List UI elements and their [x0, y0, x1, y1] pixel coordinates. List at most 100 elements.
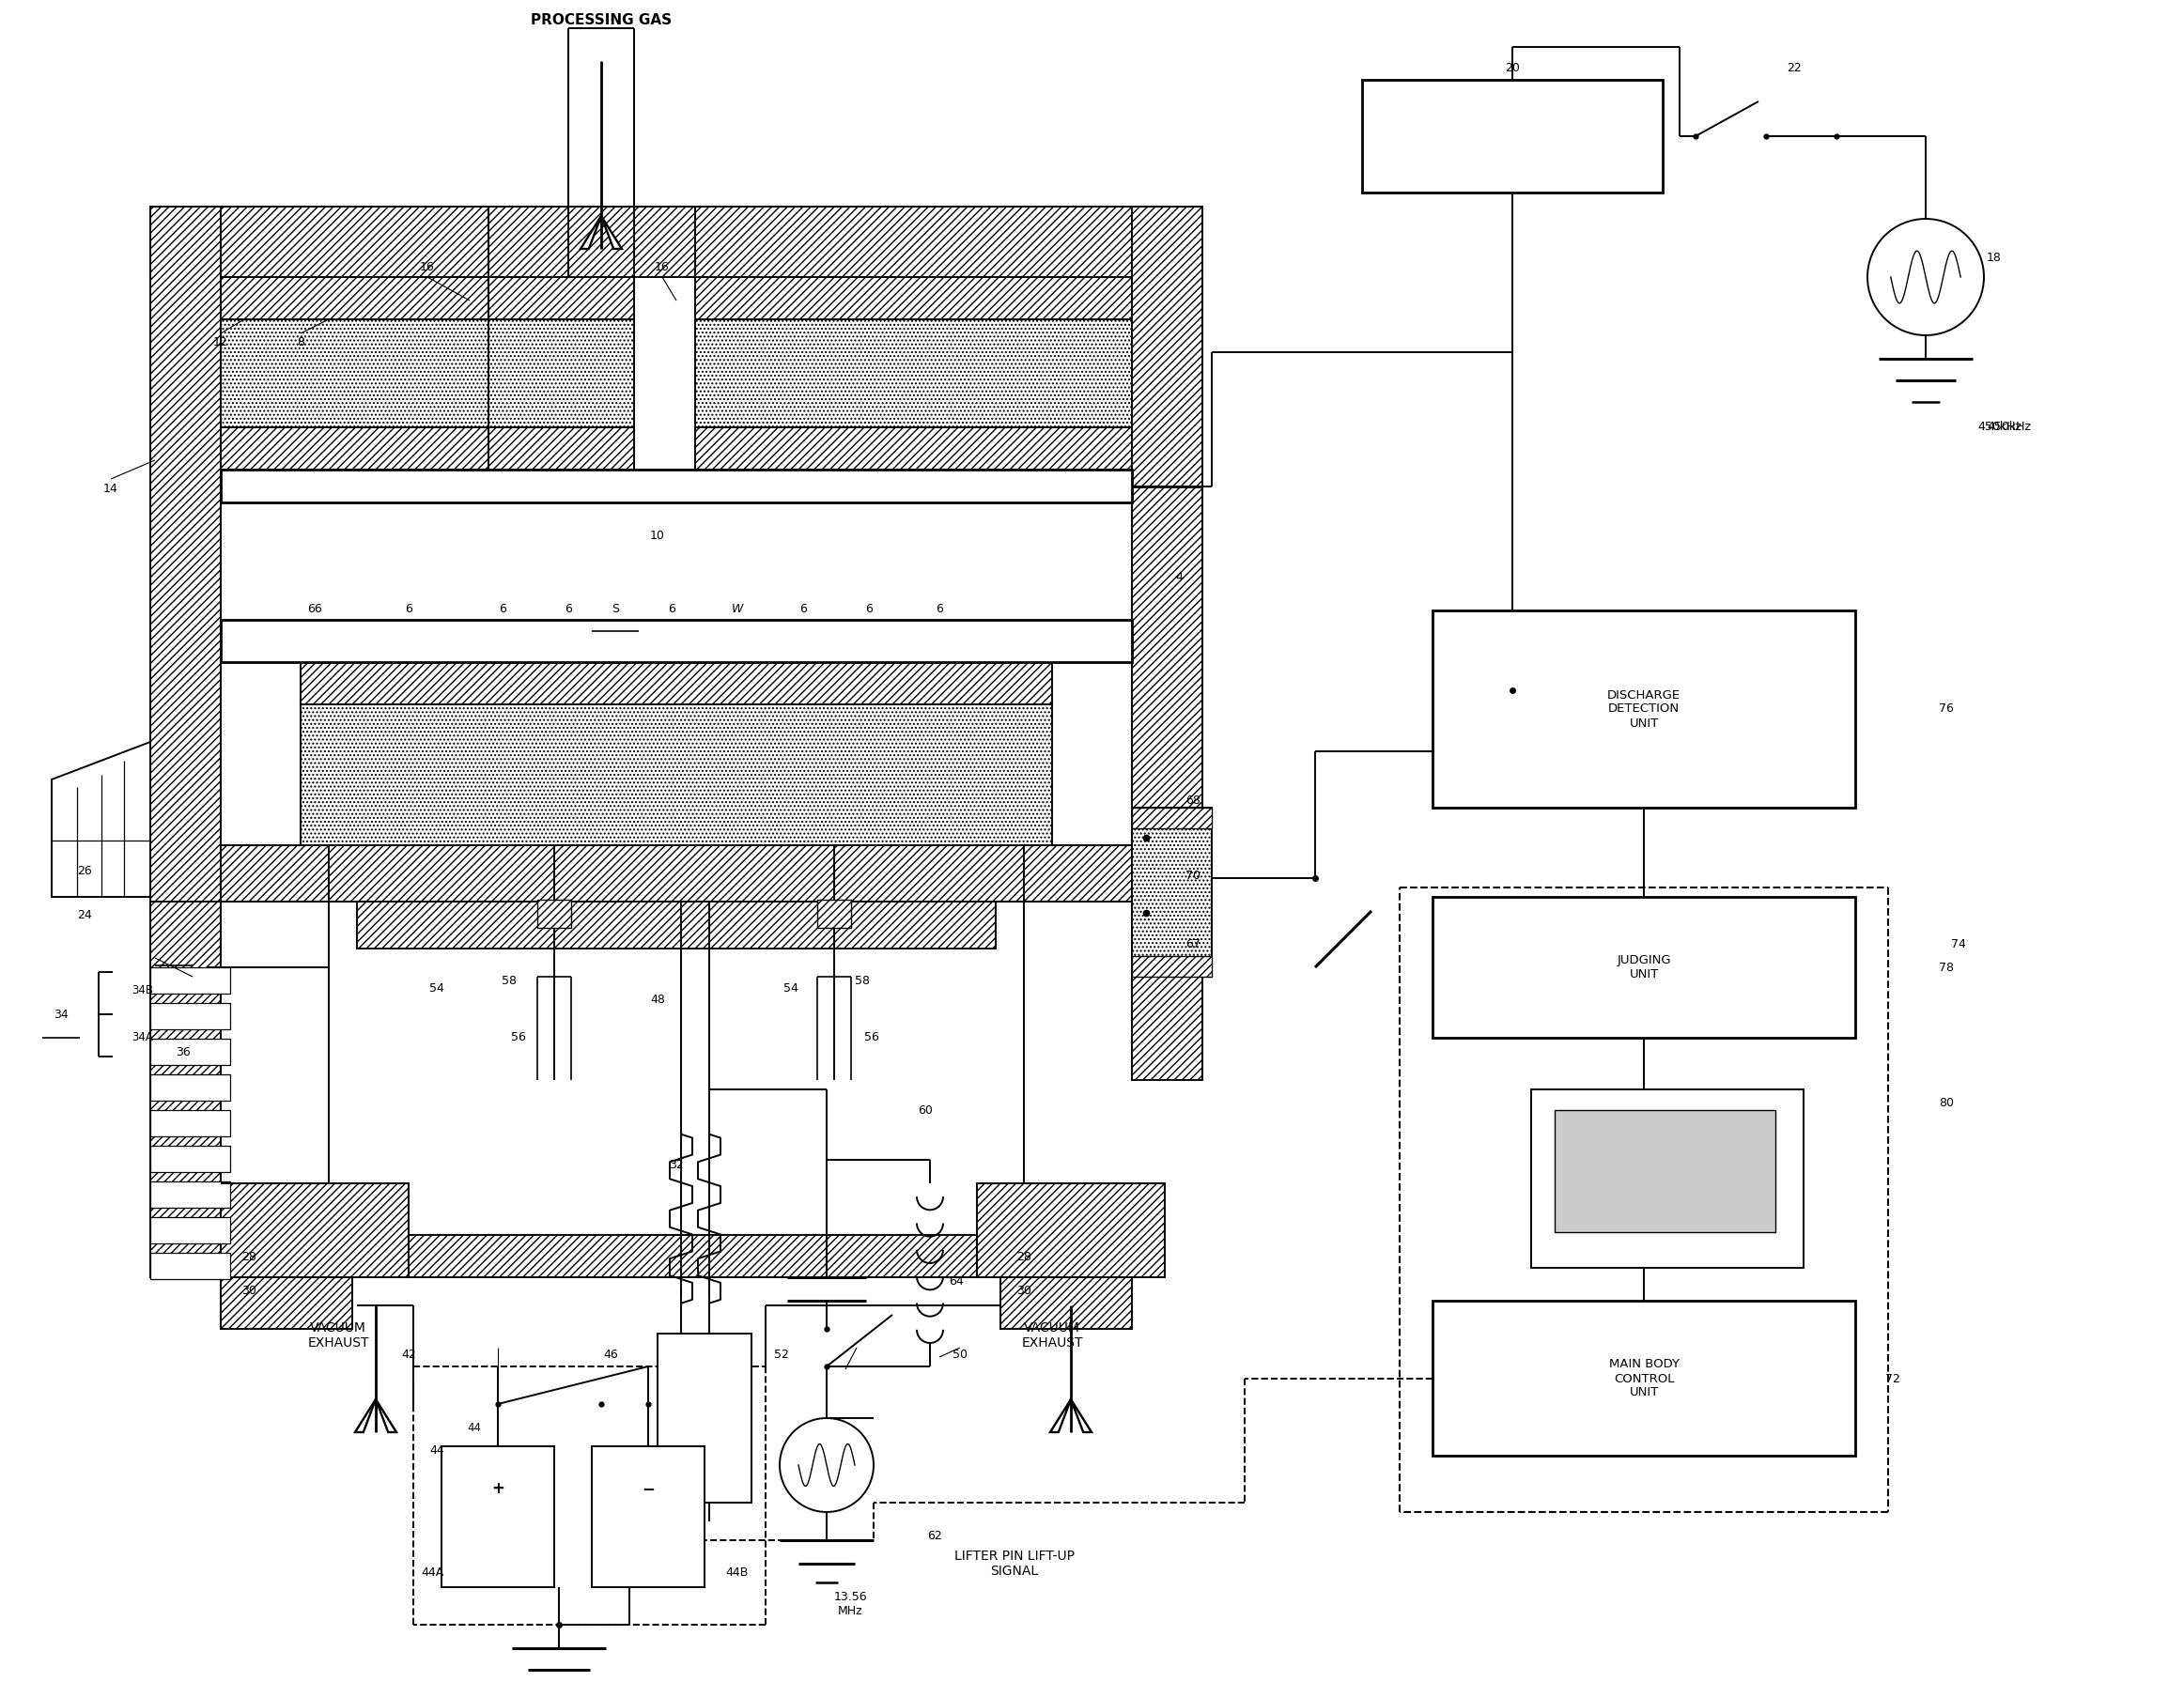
Text: −: − [642, 1480, 655, 1497]
Bar [151, 1110, 229, 1137]
Text: 52: 52 [773, 1349, 788, 1361]
Bar [151, 207, 221, 912]
Bar [151, 207, 1203, 278]
Bar [151, 1002, 229, 1029]
Bar [151, 902, 221, 1277]
Bar [221, 427, 489, 469]
Text: 6: 6 [498, 602, 507, 614]
Bar [1131, 955, 1212, 977]
Text: 78: 78 [1939, 960, 1955, 974]
Text: 62: 62 [928, 1529, 941, 1542]
Bar [695, 278, 1131, 469]
Bar [695, 278, 1131, 320]
Bar [221, 278, 489, 469]
Text: 48: 48 [651, 994, 664, 1006]
Bar [1131, 207, 1203, 846]
Bar [221, 1184, 408, 1277]
Text: +: + [491, 1480, 505, 1497]
Bar [151, 1145, 229, 1172]
Text: 30: 30 [242, 1285, 256, 1297]
Bar [489, 278, 633, 469]
Text: PROCESSING GAS: PROCESSING GAS [531, 13, 673, 27]
Bar [1363, 79, 1662, 192]
Bar [221, 1277, 352, 1329]
Text: 26: 26 [76, 866, 92, 878]
Text: MAIN BODY
CONTROL
UNIT: MAIN BODY CONTROL UNIT [1610, 1359, 1679, 1399]
Bar [221, 846, 1131, 902]
Text: 34: 34 [55, 1008, 68, 1021]
Bar [976, 1184, 1164, 1277]
Text: 58: 58 [854, 976, 869, 987]
Text: 44: 44 [430, 1445, 443, 1457]
Bar [221, 278, 489, 320]
Text: 450kHz: 450kHz [1977, 420, 2022, 434]
Text: VACUUM
EXHAUST: VACUUM EXHAUST [1022, 1322, 1083, 1349]
Text: 6: 6 [566, 602, 572, 614]
Bar [1433, 897, 1854, 1038]
Text: 28: 28 [1016, 1250, 1031, 1263]
Bar [441, 1447, 555, 1588]
Text: 34A: 34A [131, 1031, 153, 1045]
Text: 44A: 44A [422, 1568, 443, 1579]
Bar [1131, 807, 1212, 828]
Text: 6: 6 [935, 602, 943, 614]
Bar [221, 621, 1131, 663]
Polygon shape [52, 742, 151, 897]
Text: 28: 28 [242, 1250, 256, 1263]
Bar [151, 1039, 229, 1065]
Text: 4: 4 [1175, 572, 1182, 584]
Bar [151, 967, 229, 994]
Text: 13.56
MHz: 13.56 MHz [834, 1591, 867, 1616]
Text: 44: 44 [467, 1421, 480, 1433]
Text: 54: 54 [784, 982, 799, 994]
Circle shape [780, 1418, 874, 1512]
Bar [1433, 611, 1854, 807]
Text: 68: 68 [1186, 794, 1201, 806]
Text: 74: 74 [1950, 939, 1966, 950]
Text: 76: 76 [1939, 703, 1955, 715]
Bar [356, 1235, 996, 1277]
Bar [356, 902, 996, 949]
Bar [695, 427, 1131, 469]
Bar [1555, 1110, 1776, 1233]
Text: 54: 54 [430, 982, 443, 994]
Text: 60: 60 [917, 1103, 933, 1117]
Bar [1531, 1090, 1804, 1268]
Text: 6: 6 [404, 602, 413, 614]
Bar [489, 427, 633, 469]
Bar [151, 1075, 229, 1100]
Text: 22: 22 [1787, 62, 1802, 74]
Polygon shape [1051, 1399, 1092, 1431]
Bar [592, 1447, 705, 1588]
Text: 32: 32 [668, 1159, 684, 1171]
Text: 44B: 44B [725, 1568, 749, 1579]
Bar [1131, 807, 1212, 977]
Text: W: W [732, 602, 743, 614]
Bar [151, 1181, 229, 1208]
Text: DISCHARGE
DETECTION
UNIT: DISCHARGE DETECTION UNIT [1607, 690, 1679, 730]
Circle shape [1867, 219, 1983, 335]
Text: 6: 6 [865, 602, 874, 614]
Bar [301, 663, 1053, 705]
Polygon shape [581, 215, 622, 249]
Bar [151, 1218, 229, 1243]
Text: LIFTER PIN LIFT-UP
SIGNAL: LIFTER PIN LIFT-UP SIGNAL [954, 1549, 1075, 1578]
Text: 16: 16 [419, 261, 435, 274]
Text: 56: 56 [511, 1031, 526, 1045]
Text: 36: 36 [175, 1046, 190, 1058]
Bar [489, 278, 633, 320]
Text: 8: 8 [297, 336, 304, 348]
Text: 66: 66 [308, 602, 321, 614]
Text: 16: 16 [655, 261, 670, 274]
Bar [537, 900, 572, 928]
Text: 46: 46 [603, 1349, 618, 1361]
Text: 58: 58 [502, 976, 518, 987]
Text: 70: 70 [1186, 870, 1201, 881]
Text: 12: 12 [214, 336, 227, 348]
Text: 6: 6 [668, 602, 675, 614]
Text: 20: 20 [1505, 62, 1520, 74]
Text: JUDGING
UNIT: JUDGING UNIT [1616, 954, 1671, 981]
Bar [817, 900, 852, 928]
Text: 6: 6 [799, 602, 806, 614]
Bar [1000, 1277, 1131, 1329]
